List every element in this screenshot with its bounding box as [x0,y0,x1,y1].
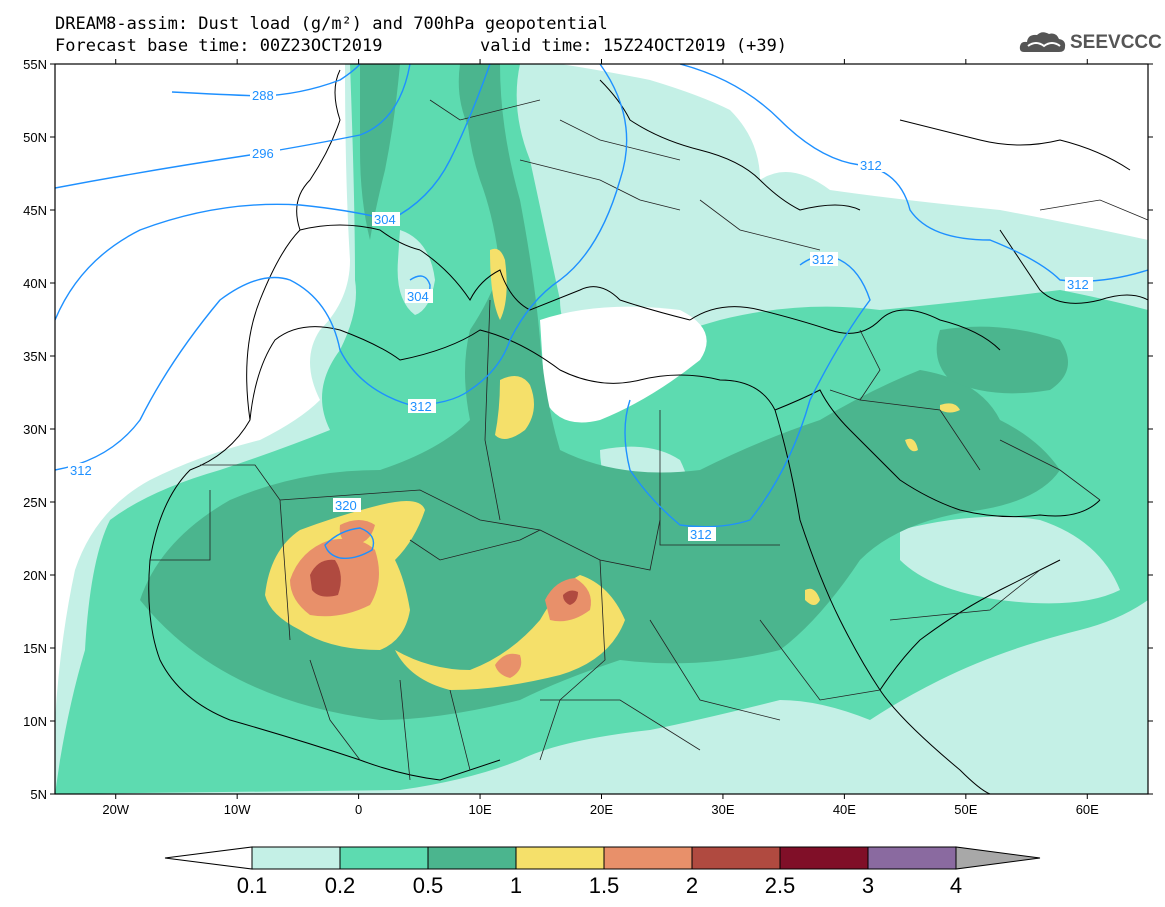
contour-label-304: 304 [374,212,396,227]
lon-tick-label: 10E [468,802,491,817]
lon-tick-label: 40E [833,802,856,817]
colorbar-label: 0.5 [413,873,444,898]
cloud-icon [1019,32,1066,52]
colorbar-swatch [515,846,605,870]
colorbar-label: 2 [686,873,698,898]
dust-level-2 [310,559,341,597]
contour-320 [324,527,375,560]
lat-tick-label: 15N [23,641,47,656]
contour-312b [679,64,1148,282]
lon-tick-label: 20E [590,802,613,817]
contour-label-312b: 312 [70,463,92,478]
lat-tick-label: 35N [23,349,47,364]
lat-tick-label: 40N [23,276,47,291]
contour-label-312f: 312 [690,527,712,542]
colorbar-swatch [867,846,957,870]
lat-tick-label: 25N [23,495,47,510]
colorbar-label: 3 [862,873,874,898]
seevccc-logo: SEEVCCC [1018,28,1162,58]
contour-label-312c: 312 [860,158,882,173]
colorbar-swatch [427,846,517,870]
longitude-axis: 20W 10W 0 10E 20E 30E 40E 50E 60E [102,59,1099,817]
colorbar-swatch [779,846,869,870]
lat-tick-label: 10N [23,714,47,729]
lon-tick-label: 60E [1076,802,1099,817]
contour-label-304b: 304 [407,289,429,304]
contour-296 [55,64,411,189]
lon-tick-label: 0 [355,802,362,817]
valid-time: valid time: 15Z24OCT2019 (+39) [480,36,788,56]
lat-tick-label: 30N [23,422,47,437]
colorbar-label: 0.1 [237,873,268,898]
lat-tick-label: 45N [23,203,47,218]
colorbar-swatch [691,846,781,870]
colorbar: 0.1 0.2 0.5 1 1.5 2 2.5 3 4 [164,846,1041,898]
colorbar-label: 1.5 [589,873,620,898]
lat-tick-label: 55N [23,57,47,72]
contour-label-320: 320 [335,498,357,513]
coastlines [148,69,1148,794]
contour-312 [55,64,628,471]
contour-label-312e: 312 [1067,277,1089,292]
lat-tick-label: 5N [30,787,47,802]
logo-text: SEEVCCC [1070,32,1162,53]
latitude-axis: 55N 50N 45N 40N 35N 30N 25N 20N 15N 10N 5N [23,57,1153,802]
geopotential-contours [55,64,1148,560]
title-line1: DREAM8-assim: Dust load (g/m²) and 700hP… [55,14,608,34]
lon-tick-label: 10W [224,802,251,817]
contour-288 [171,64,361,97]
colorbar-low-arrow [164,846,253,870]
mediterranean-gap [540,306,707,423]
lon-tick-label: 50E [954,802,977,817]
contour-labels: 288 296 304 304 312 312 312 312 312 312 … [68,88,1093,542]
colorbar-label: 2.5 [765,873,796,898]
contour-304 [55,64,491,321]
colorbar-swatch [603,846,693,870]
colorbar-label: 0.2 [325,873,356,898]
colorbar-high-arrow [955,846,1041,870]
lat-tick-label: 50N [23,130,47,145]
contour-label-296: 296 [252,146,274,161]
dust-field [55,64,1148,794]
lat-tick-label: 20N [23,568,47,583]
colorbar-swatch [339,846,429,870]
colorbar-label: 1 [510,873,522,898]
colorbar-label: 4 [950,873,962,898]
country-borders [150,99,1148,781]
contour-label-288: 288 [252,88,274,103]
contour-label-312d: 312 [812,252,834,267]
contour-label-312a: 312 [410,399,432,414]
lon-tick-label: 20W [102,802,129,817]
colorbar-swatch [251,846,341,870]
lon-tick-label: 30E [711,802,734,817]
contour-312c [624,255,871,528]
forecast-base-time: Forecast base time: 00Z23OCT2019 [55,36,383,56]
